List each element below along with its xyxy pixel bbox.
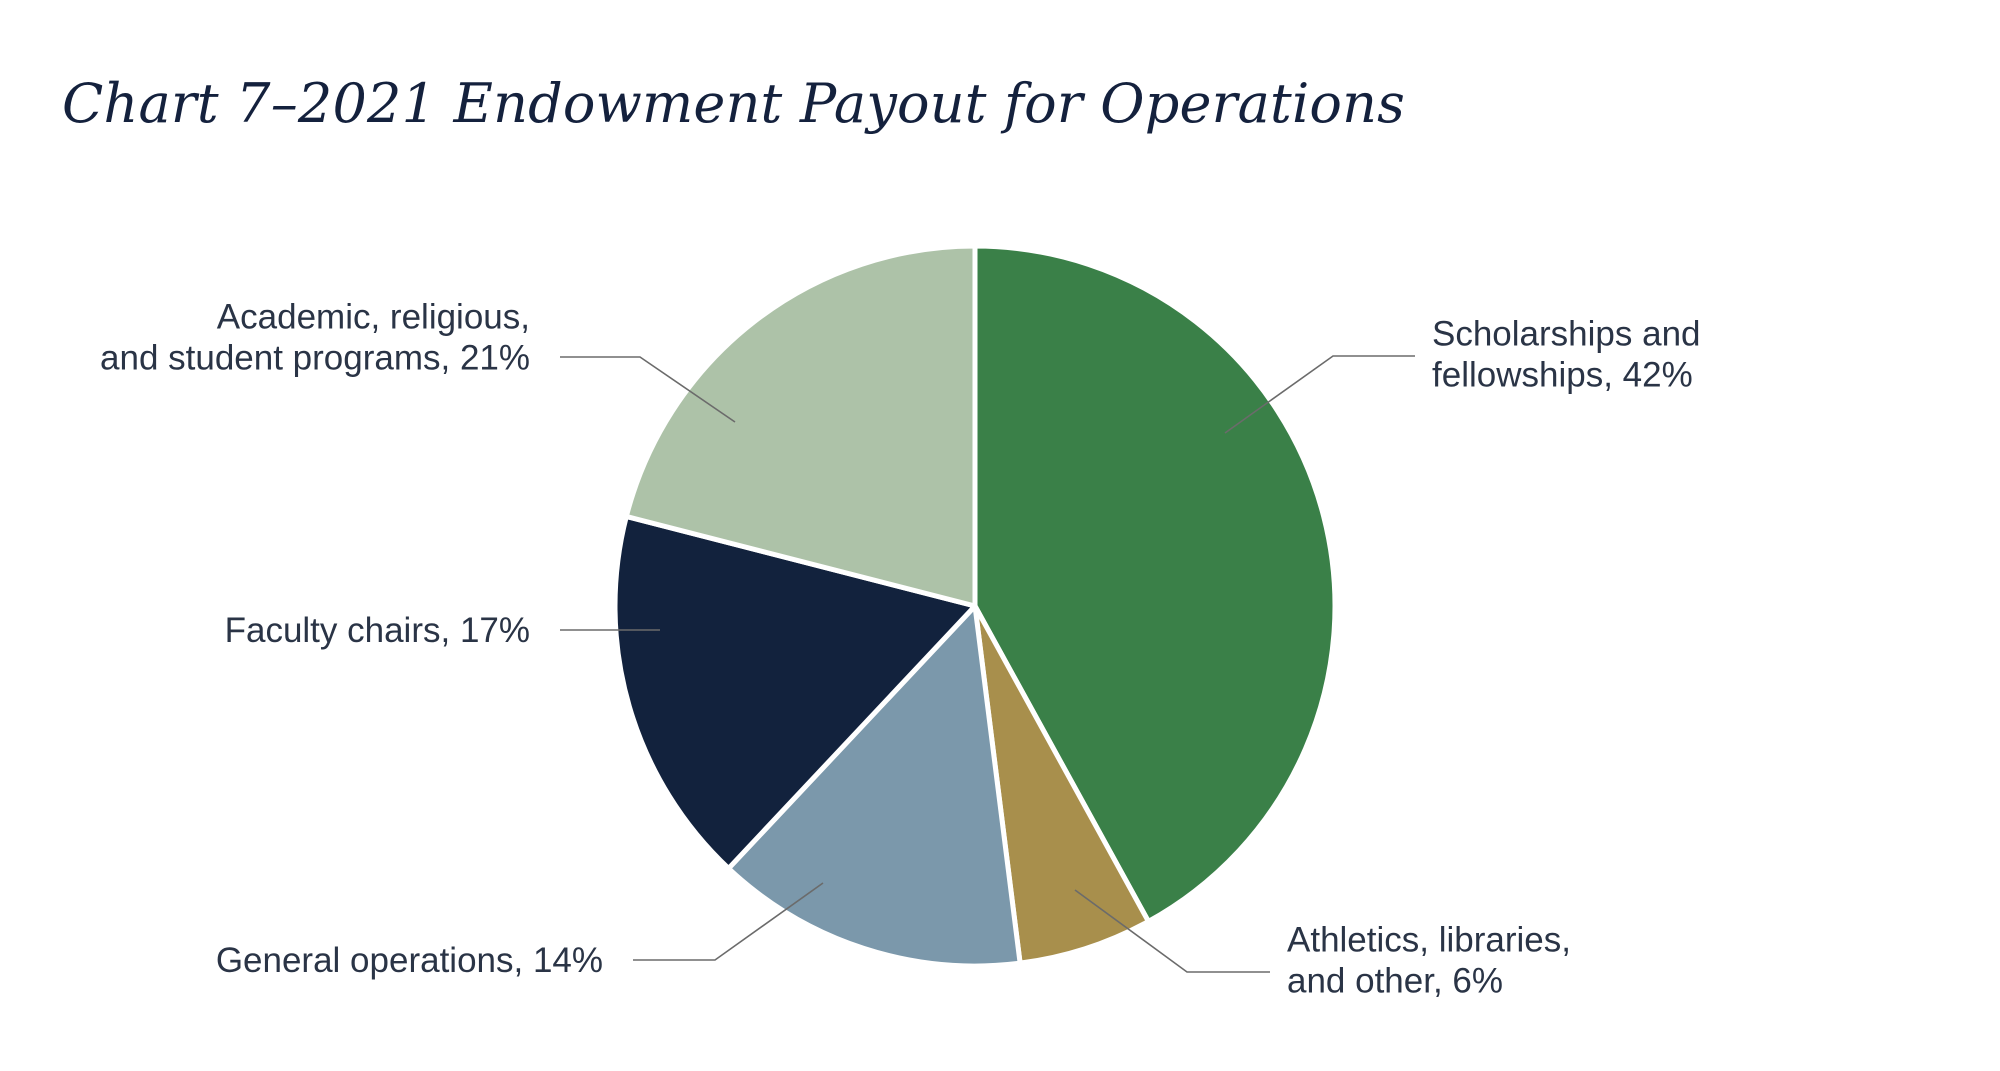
pie-slice-athletics-libraries-and-other — [972, 603, 1151, 966]
leader-lines — [560, 355, 1415, 973]
slice-label-line: Academic, religious, — [217, 298, 530, 337]
leader-line-athletics-libraries-and-other — [1074, 889, 1270, 973]
slice-label-scholarships-and-fellowships: Scholarships and fellowships, 42% — [1432, 315, 1701, 395]
pie-slice-scholarships-and-fellowships — [972, 243, 1338, 924]
slice-label-line: Scholarships and — [1432, 315, 1701, 354]
slice-label-academic-religious-and-student-programs: Academic, religious, and student programs… — [100, 298, 530, 378]
slice-label-athletics-libraries-and-other: Athletics, libraries, and other, 6% — [1287, 921, 1571, 1001]
pie-slice-general-operations — [726, 603, 1023, 969]
leader-line-scholarships-and-fellowships — [1224, 355, 1415, 434]
slice-label-line: Athletics, libraries, — [1287, 921, 1571, 960]
pie-slice-faculty-chairs — [612, 513, 978, 871]
pie-slices — [612, 243, 1338, 969]
slice-label-line: and other, 6% — [1287, 962, 1503, 1001]
slice-label-line: and student programs, 21% — [100, 339, 530, 378]
chart-title: Chart 7–2021 Endowment Payout for Operat… — [62, 72, 1406, 135]
leader-line-academic-religious-and-student-programs — [560, 356, 736, 423]
leader-line-general-operations — [633, 882, 824, 961]
slice-label-line: fellowships, 42% — [1432, 356, 1693, 395]
pie-slice-academic-religious-and-student-programs — [623, 243, 978, 609]
slice-labels: Scholarships and fellowships, 42% Athletic… — [100, 298, 1700, 1001]
slice-label-general-operations: General operations, 14% — [216, 941, 603, 980]
slice-label-faculty-chairs: Faculty chairs, 17% — [225, 611, 530, 650]
slice-label-line: Faculty chairs, 17% — [225, 611, 530, 650]
slice-label-line: General operations, 14% — [216, 941, 603, 980]
